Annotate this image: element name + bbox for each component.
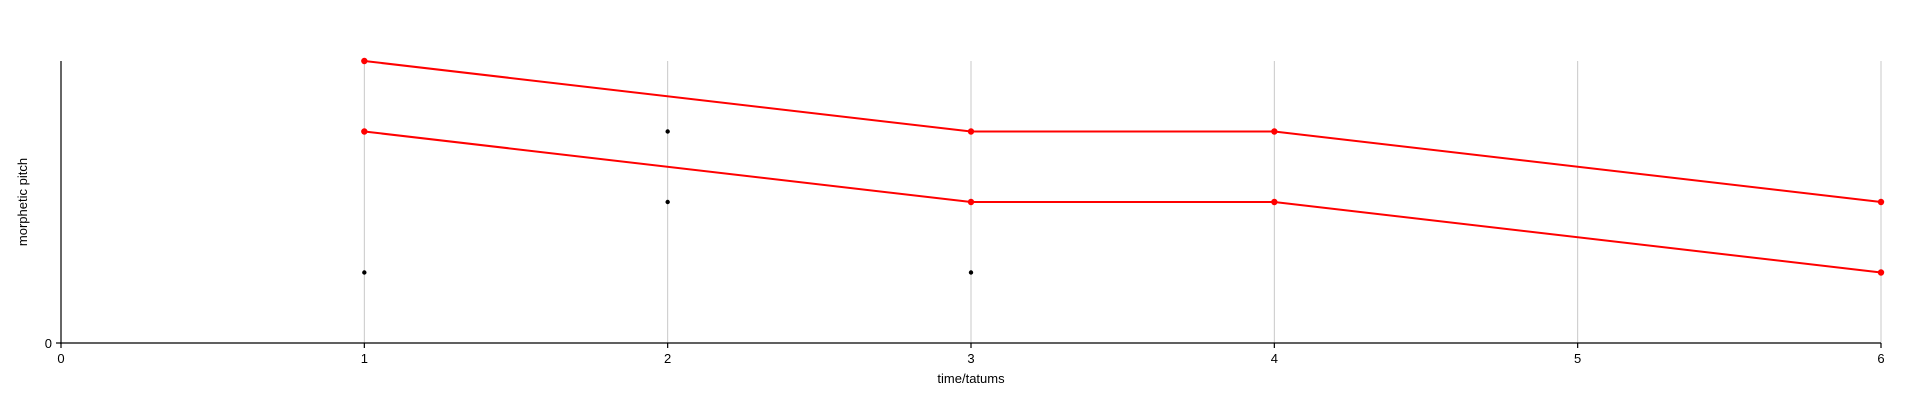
x-tick-label-6: 6 <box>1877 351 1884 366</box>
series-2-marker-1 <box>361 128 368 135</box>
series-2-marker-3 <box>1271 198 1278 206</box>
x-tick-label-0: 0 <box>57 351 64 366</box>
data-point-3 <box>665 199 670 205</box>
points <box>362 129 974 275</box>
y-axis-label: morphetic pitch <box>15 158 30 246</box>
x-tick-label-3: 3 <box>967 351 974 366</box>
x-tick-label-1: 1 <box>361 351 368 366</box>
y-tick-labels: 0 <box>45 336 61 351</box>
data-point-1 <box>362 270 367 275</box>
x-axis-label: time/tatums <box>937 371 1005 386</box>
series-1-marker-2 <box>967 128 975 135</box>
series-2-marker-4 <box>1877 269 1885 276</box>
x-tick-label-2: 2 <box>664 351 671 366</box>
x-tick-label-5: 5 <box>1574 351 1581 366</box>
data-point-4 <box>968 270 974 275</box>
x-tick-labels: 0 1 2 3 4 5 6 <box>57 343 1885 366</box>
x-tick-label-4: 4 <box>1271 351 1278 366</box>
y-tick-label-0: 0 <box>45 336 52 351</box>
series-1-marker-4 <box>1877 198 1885 206</box>
series <box>361 57 1885 276</box>
series-1-marker-3 <box>1271 128 1278 135</box>
data-point-2 <box>665 129 670 134</box>
series-1-marker-1 <box>361 57 368 65</box>
series-2-marker-2 <box>967 198 975 206</box>
series-line-1 <box>364 60 1882 203</box>
series-line-2 <box>364 130 1882 274</box>
